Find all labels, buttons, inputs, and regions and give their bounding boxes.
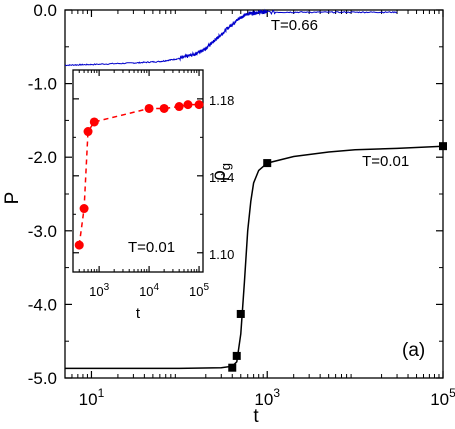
main-x-axis-title: t [253,406,259,427]
main-data-point-square [232,351,241,360]
series-annotation: T=0.66 [271,17,318,34]
inset-data-point-circle [79,204,89,214]
main-data-point-square [439,142,447,151]
main-y-tick-label: -2.0 [28,148,57,167]
main-x-ticks: 101 103 105 [64,10,455,409]
main-y-tick-label: -5.0 [28,369,57,388]
main-y-tick-label: -1.0 [28,75,57,94]
main-y-tick-label: -4.0 [28,295,57,314]
inset-x-tick-label: 105 [189,282,209,299]
inset-data-point-circle [194,100,204,110]
inset-x-ticks: 103 104 105 [72,70,209,299]
main-data-point-square [236,309,245,318]
inset-subtitle: T=0.01 [128,239,175,256]
inset-data-point-circle [159,103,169,113]
series-annotation: T=0.01 [362,153,409,170]
inset-data-point-circle [144,103,154,113]
main-x-tick-label: 103 [254,386,280,409]
panel-label: (a) [402,340,425,361]
inset-x-tick-label: 104 [139,282,159,299]
inset-y-tick-label: 1.10 [209,247,234,262]
inset-y-ticks: 1.10 1.14 1.18 [73,93,234,262]
inset-chart: 103 104 105 1.10 1.14 1.18 T=0.01 t ρg [72,69,234,322]
main-annotations: T=0.66 T=0.01 [271,17,409,170]
inset-data-point-circle [183,100,193,110]
main-data-point-square [228,363,237,372]
inset-series [74,100,204,250]
inset-y-tick-label: 1.18 [209,93,234,108]
inset-x-axis-title: t [136,305,141,322]
main-y-axis-title: P [2,192,23,205]
main-series [64,8,447,372]
inset-x-tick-label: 103 [89,282,109,299]
main-series-line [64,8,398,67]
main-x-tick-label: 101 [79,386,105,409]
inset-y-axis-title-sub: g [218,163,233,170]
main-data-point-square [263,159,272,168]
inset-data-point-circle [174,102,184,112]
inset-y-tick-label: 1.14 [209,170,234,185]
inset-data-point-circle [74,240,84,250]
inset-data-point-circle [89,117,99,127]
inset-data-point-circle [83,127,93,137]
inset-y-axis-title: ρg [209,163,233,181]
main-x-tick-label: 105 [430,386,455,409]
main-y-tick-label: -3.0 [28,222,57,241]
inset-y-axis-title-base: ρ [209,170,230,181]
main-y-tick-label: 0.0 [33,1,57,20]
main-y-ticks: 0.0 -1.0 -2.0 -3.0 -4.0 -5.0 [28,1,443,388]
main-series-line [65,145,444,370]
